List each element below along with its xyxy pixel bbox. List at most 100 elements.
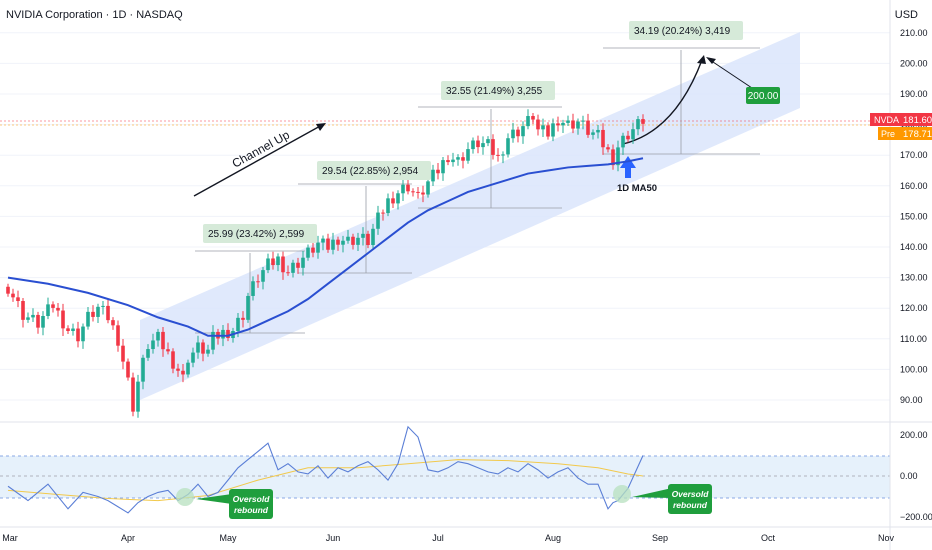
candle-body bbox=[601, 129, 605, 148]
candle-body bbox=[86, 311, 90, 327]
x-tick-label: Sep bbox=[652, 533, 668, 543]
candle-body bbox=[456, 157, 460, 160]
candle-body bbox=[561, 122, 565, 126]
candle-body bbox=[521, 126, 525, 137]
candle-body bbox=[306, 247, 310, 258]
x-tick-label: Jun bbox=[326, 533, 341, 543]
candle-body bbox=[56, 307, 60, 311]
candle-body bbox=[391, 198, 395, 204]
candle-body bbox=[406, 184, 410, 192]
candle-body bbox=[636, 119, 640, 130]
candle-body bbox=[286, 272, 290, 274]
y-tick-label: 100.00 bbox=[900, 364, 928, 374]
candle-body bbox=[191, 352, 195, 363]
target-pointer bbox=[709, 59, 759, 93]
candle-body bbox=[171, 351, 175, 369]
candle-body bbox=[186, 362, 190, 375]
pre-tag-label: Pre bbox=[881, 129, 895, 139]
candle-body bbox=[106, 305, 110, 321]
candle-body bbox=[461, 157, 465, 161]
candle-body bbox=[566, 120, 570, 123]
y-tick-label: 190.00 bbox=[900, 89, 928, 99]
leg-measurements bbox=[195, 47, 760, 334]
y-tick-label: 90.00 bbox=[900, 395, 923, 405]
osc-tick-label: 200.00 bbox=[900, 430, 928, 440]
candle-body bbox=[411, 191, 415, 193]
candle-body bbox=[151, 340, 155, 350]
candle-body bbox=[196, 342, 200, 353]
candle-body bbox=[381, 212, 385, 214]
candle-body bbox=[376, 212, 380, 229]
candle-body bbox=[586, 120, 590, 135]
candle-body bbox=[351, 236, 355, 245]
candle-body bbox=[331, 239, 335, 250]
candle-body bbox=[136, 381, 140, 412]
oscillator-signal-line bbox=[7, 459, 644, 502]
candle-body bbox=[506, 138, 510, 155]
leg-label: 29.54 (22.85%) 2,954 bbox=[322, 166, 419, 177]
candle-body bbox=[341, 240, 345, 245]
candle-body bbox=[321, 238, 325, 243]
candle-body bbox=[156, 331, 160, 341]
oversold-marker-1 bbox=[176, 488, 194, 506]
x-tick-label: Oct bbox=[761, 533, 776, 543]
candle-body bbox=[126, 361, 130, 378]
leg-label-box bbox=[317, 161, 431, 180]
x-tick-label: Apr bbox=[121, 533, 135, 543]
candle-body bbox=[221, 329, 225, 339]
candle-body bbox=[236, 317, 240, 331]
channel-up-label: Channel Up bbox=[230, 127, 293, 170]
candle-body bbox=[36, 314, 40, 328]
currency-label: USD bbox=[894, 9, 918, 21]
chart-title: NVIDIA Corporation · 1D · NASDAQ bbox=[6, 9, 183, 21]
y-tick-label: 110.00 bbox=[900, 334, 927, 344]
candle-body bbox=[606, 147, 610, 150]
nvda-tag-value: 181.60 bbox=[903, 115, 932, 126]
candle-body bbox=[356, 237, 360, 245]
candle-body bbox=[476, 140, 480, 148]
candle-body bbox=[326, 238, 330, 250]
candle-body bbox=[16, 297, 20, 302]
candle-body bbox=[241, 317, 245, 320]
candle-body bbox=[596, 129, 600, 133]
channel-arrowhead bbox=[316, 123, 326, 131]
candle-body bbox=[296, 262, 300, 268]
ma50-line bbox=[7, 157, 644, 337]
candle-body bbox=[251, 281, 255, 296]
candle-body bbox=[91, 311, 95, 317]
candle-body bbox=[181, 370, 185, 375]
candle-body bbox=[431, 169, 435, 182]
candle-body bbox=[316, 242, 320, 253]
candle-body bbox=[471, 140, 475, 150]
oversold-box-2 bbox=[668, 484, 712, 514]
channel-band bbox=[140, 32, 800, 400]
y-tick-label: 130.00 bbox=[900, 273, 928, 283]
oscillator-band bbox=[0, 456, 890, 498]
candle-body bbox=[346, 236, 350, 241]
candle-body bbox=[6, 286, 10, 294]
candle-body bbox=[501, 154, 505, 156]
candle-body bbox=[46, 304, 50, 317]
candle-body bbox=[81, 326, 85, 342]
candle-body bbox=[361, 233, 365, 238]
candle-body bbox=[41, 316, 45, 328]
candle-body bbox=[616, 147, 620, 166]
candle-body bbox=[491, 139, 495, 155]
leg-label-box bbox=[441, 81, 555, 100]
x-tick-label: Nov bbox=[878, 533, 895, 543]
candle-body bbox=[436, 169, 440, 174]
y-tick-label: 150.00 bbox=[900, 211, 928, 221]
candle-body bbox=[446, 160, 450, 163]
candle-body bbox=[571, 120, 575, 129]
candle-body bbox=[301, 257, 305, 268]
pre-tag-value: 178.71 bbox=[903, 129, 932, 140]
oversold-label-1a: Oversold bbox=[233, 494, 271, 504]
candle-body bbox=[626, 135, 630, 140]
pre-tag-bg bbox=[878, 127, 932, 140]
candle-body bbox=[631, 129, 635, 140]
candle-body bbox=[131, 377, 135, 412]
oversold-label-2a: Oversold bbox=[672, 489, 710, 499]
candle-body bbox=[71, 328, 75, 331]
candle-body bbox=[421, 192, 425, 195]
